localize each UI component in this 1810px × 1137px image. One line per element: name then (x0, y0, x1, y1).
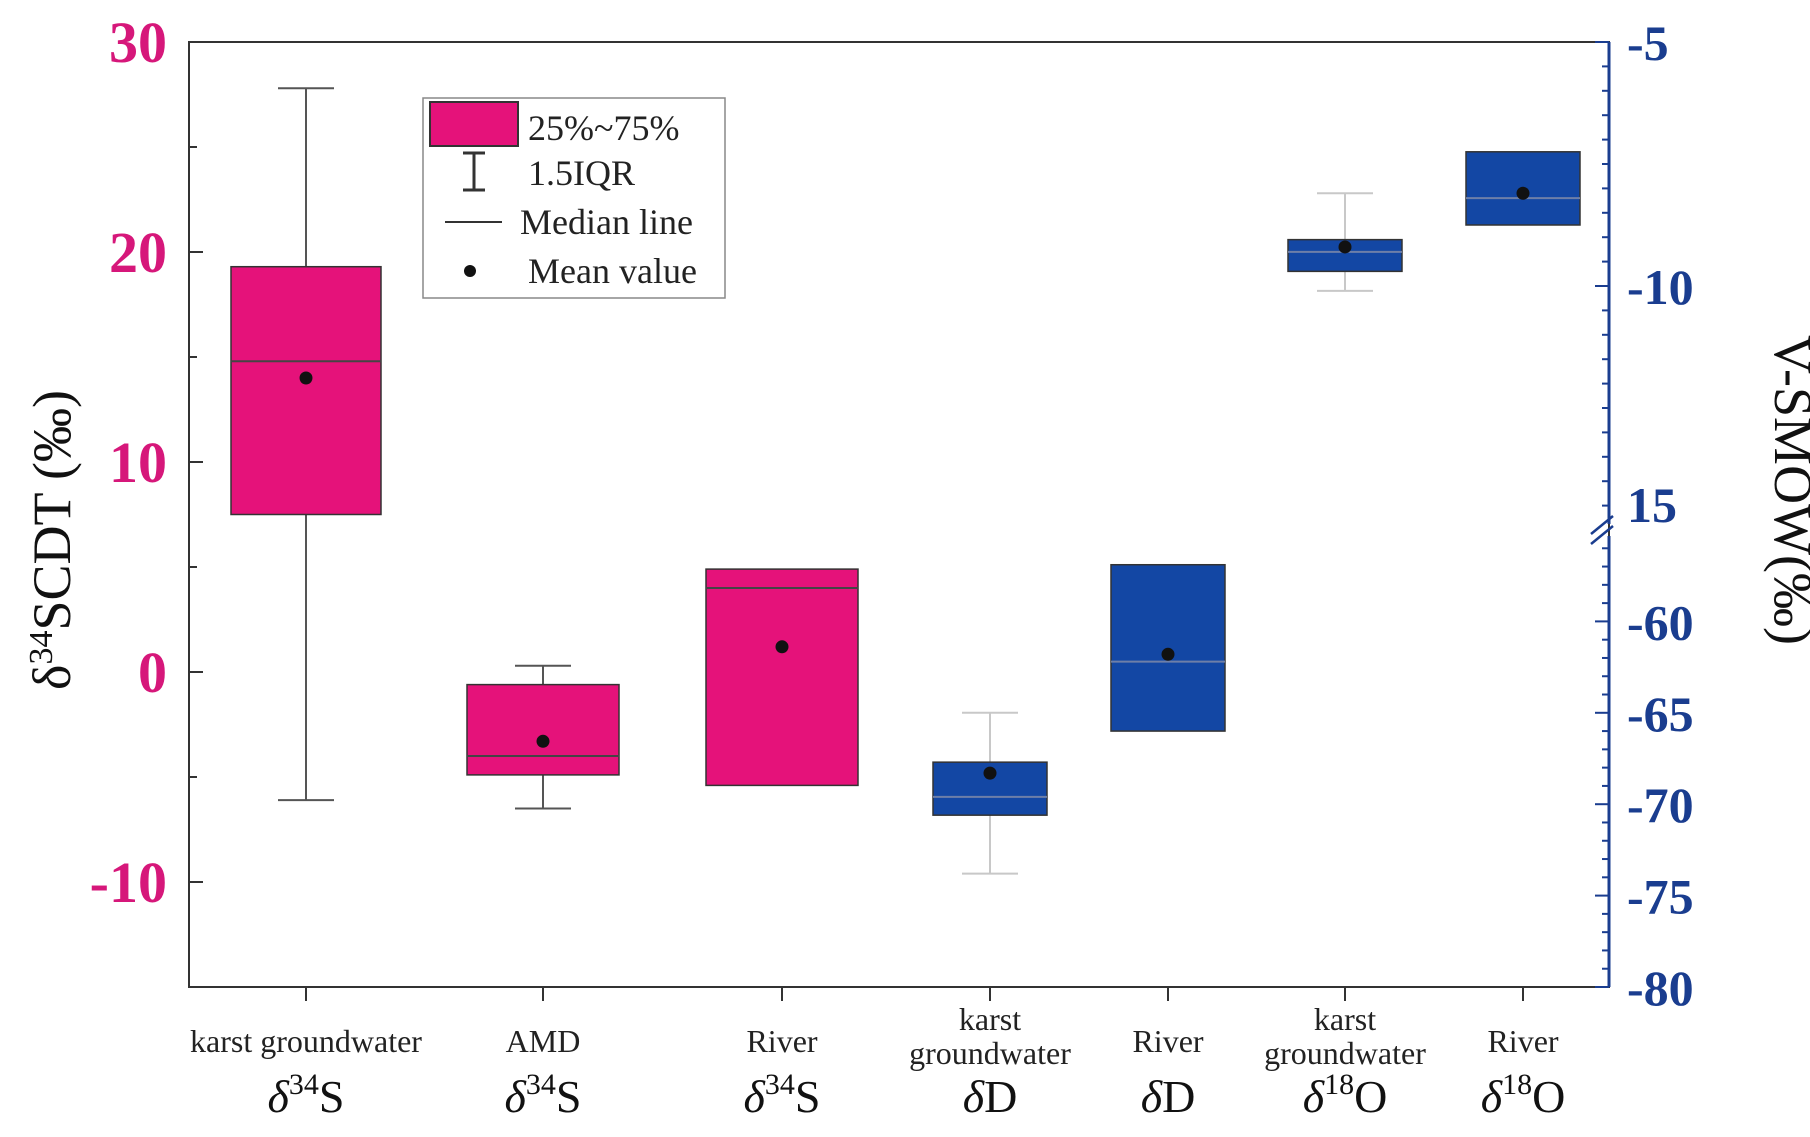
isotope-element: D (1162, 1071, 1195, 1122)
legend-whisker-icon (463, 151, 485, 192)
category-isotope-label: δ34S (744, 1068, 821, 1122)
isotope-element: S (319, 1071, 345, 1122)
category-isotope-label: δ18O (1481, 1068, 1566, 1122)
left-axis-title: δ34SCDT (‰) (22, 390, 82, 690)
left-tick-label: 10 (109, 430, 167, 495)
right-tick-label: -80 (1627, 960, 1694, 1016)
mean-dot (983, 766, 997, 780)
iqr-box (705, 568, 859, 787)
right-tick-label: -65 (1627, 686, 1694, 742)
isotope-delta: δ (1141, 1071, 1163, 1122)
isotope-mass: 34 (526, 1068, 556, 1101)
mean-dot (1161, 647, 1175, 661)
category-label: River (1132, 1023, 1203, 1059)
legend-label-whisker: 1.5IQR (528, 153, 635, 193)
isotope-mass: 34 (289, 1068, 319, 1101)
mean-dot (1516, 186, 1530, 200)
plot-frame (188, 41, 1610, 988)
category-label: karst (1314, 1001, 1376, 1037)
left-tick-label: 20 (109, 220, 167, 285)
isotope-element: S (795, 1071, 821, 1122)
isotope-element: S (556, 1071, 582, 1122)
right-axis: -5 -10 15 -60 -65 -70 -75 -80 (1590, 15, 1694, 1016)
isotope-element: O (1354, 1071, 1387, 1122)
box-group-1 (230, 87, 382, 802)
box-group-6 (1287, 192, 1403, 292)
axis-break-mark (1590, 515, 1614, 535)
isotope-delta: δ (505, 1071, 527, 1122)
legend-mean-icon (464, 265, 476, 277)
category-label: groundwater (909, 1035, 1071, 1071)
legend-box-swatch (429, 101, 519, 147)
box-group-4 (932, 711, 1048, 875)
legend-label-box: 25%~75% (528, 108, 679, 148)
right-tick-label: -10 (1627, 259, 1694, 315)
axis-break-mark (1590, 525, 1614, 545)
iqr-box (230, 265, 382, 516)
left-axis: 30 20 10 0 -10 (90, 10, 203, 988)
isotope-delta: δ (1303, 1071, 1325, 1122)
box-group-7 (1465, 151, 1581, 226)
category-isotope-label: δ18O (1303, 1068, 1388, 1122)
box-group-2 (466, 664, 620, 810)
isotope-delta: δ (744, 1071, 766, 1122)
box-group-5 (1110, 563, 1226, 732)
right-axis-title: V-SMOW(‰) (1763, 335, 1810, 645)
isotope-delta: δ (268, 1071, 290, 1122)
legend-label-mean: Mean value (528, 251, 697, 291)
right-tick-label: -70 (1627, 777, 1694, 833)
mean-dot (536, 734, 550, 748)
right-tick-label: -60 (1627, 594, 1694, 650)
category-isotope-label: δD (963, 1071, 1018, 1122)
isotope-mass: 18 (1502, 1068, 1532, 1101)
left-tick-label: 30 (109, 10, 167, 75)
mean-dot (775, 640, 789, 654)
left-tick-label: 0 (138, 640, 167, 705)
isotope-element: D (984, 1071, 1017, 1122)
category-label: River (1487, 1023, 1558, 1059)
x-axis-categories: karst groundwaterδ34SAMDδ34SRiverδ34Skar… (190, 987, 1565, 1122)
isotope-element: O (1532, 1071, 1565, 1122)
iqr-box (466, 683, 620, 776)
iqr-box (932, 761, 1048, 816)
box-group-3 (705, 568, 859, 787)
category-isotope-label: δ34S (505, 1068, 582, 1122)
isotope-mass: 34 (765, 1068, 795, 1101)
category-label: karst groundwater (190, 1023, 422, 1059)
left-tick-label: -10 (90, 850, 167, 915)
mean-dot (1338, 240, 1352, 254)
category-isotope-label: δ34S (268, 1068, 345, 1122)
category-label: River (746, 1023, 817, 1059)
category-isotope-label: δD (1141, 1071, 1196, 1122)
isotope-mass: 18 (1324, 1068, 1354, 1101)
mean-dot (299, 371, 313, 385)
right-tick-label: 15 (1627, 477, 1677, 533)
category-label: karst (959, 1001, 1021, 1037)
isotope-delta: δ (963, 1071, 985, 1122)
right-tick-label: -5 (1627, 15, 1669, 71)
category-label: AMD (506, 1023, 581, 1059)
legend-label-median: Median line (520, 202, 693, 242)
isotope-delta: δ (1481, 1071, 1503, 1122)
category-label: groundwater (1264, 1035, 1426, 1071)
box-layer (230, 87, 1581, 875)
legend: 25%~75% 1.5IQR Median line Mean value (422, 97, 726, 299)
right-tick-label: -75 (1627, 869, 1694, 925)
